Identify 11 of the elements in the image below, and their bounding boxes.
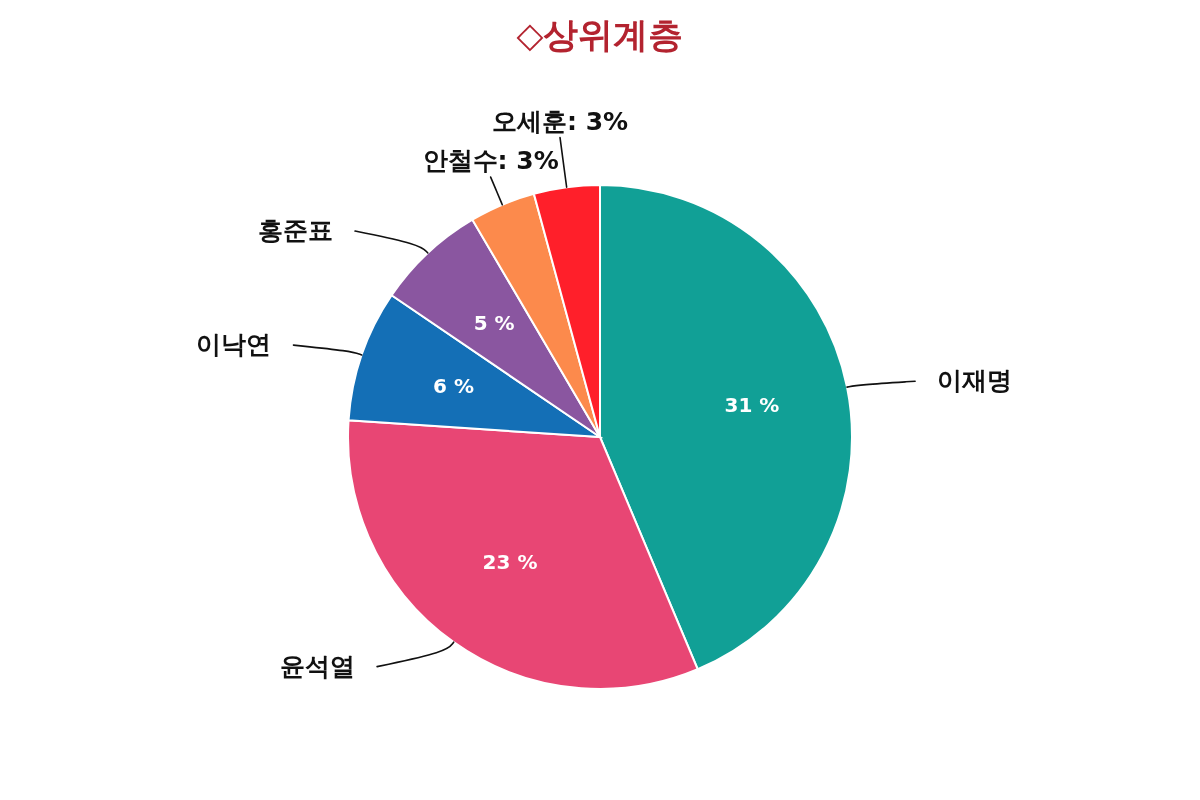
data-label: 23 % [482, 550, 538, 575]
chart-title: ◇상위계층 [516, 15, 684, 55]
slice-label: 이재명 [937, 366, 1013, 396]
data-label: 6 % [433, 373, 474, 398]
slice-label: 홍준표 [258, 216, 334, 246]
data-label: 31 % [724, 393, 780, 418]
slice-label: 안철수: 3% [422, 146, 559, 176]
slice-label: 오세훈: 3% [491, 106, 629, 136]
slice-label: 윤석열 [280, 651, 356, 681]
slice-label: 이낙연 [196, 330, 272, 360]
data-label: 5 % [473, 310, 515, 335]
